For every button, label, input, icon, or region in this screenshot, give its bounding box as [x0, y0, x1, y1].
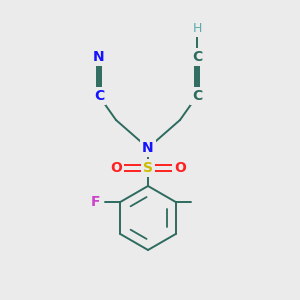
Text: C: C: [192, 50, 202, 64]
Text: N: N: [142, 141, 154, 155]
Text: O: O: [174, 161, 186, 175]
Text: C: C: [192, 89, 202, 103]
Text: H: H: [192, 22, 202, 35]
Text: O: O: [110, 161, 122, 175]
Text: N: N: [93, 50, 105, 64]
Text: F: F: [91, 195, 100, 209]
Text: C: C: [94, 89, 104, 103]
Text: S: S: [143, 161, 153, 175]
